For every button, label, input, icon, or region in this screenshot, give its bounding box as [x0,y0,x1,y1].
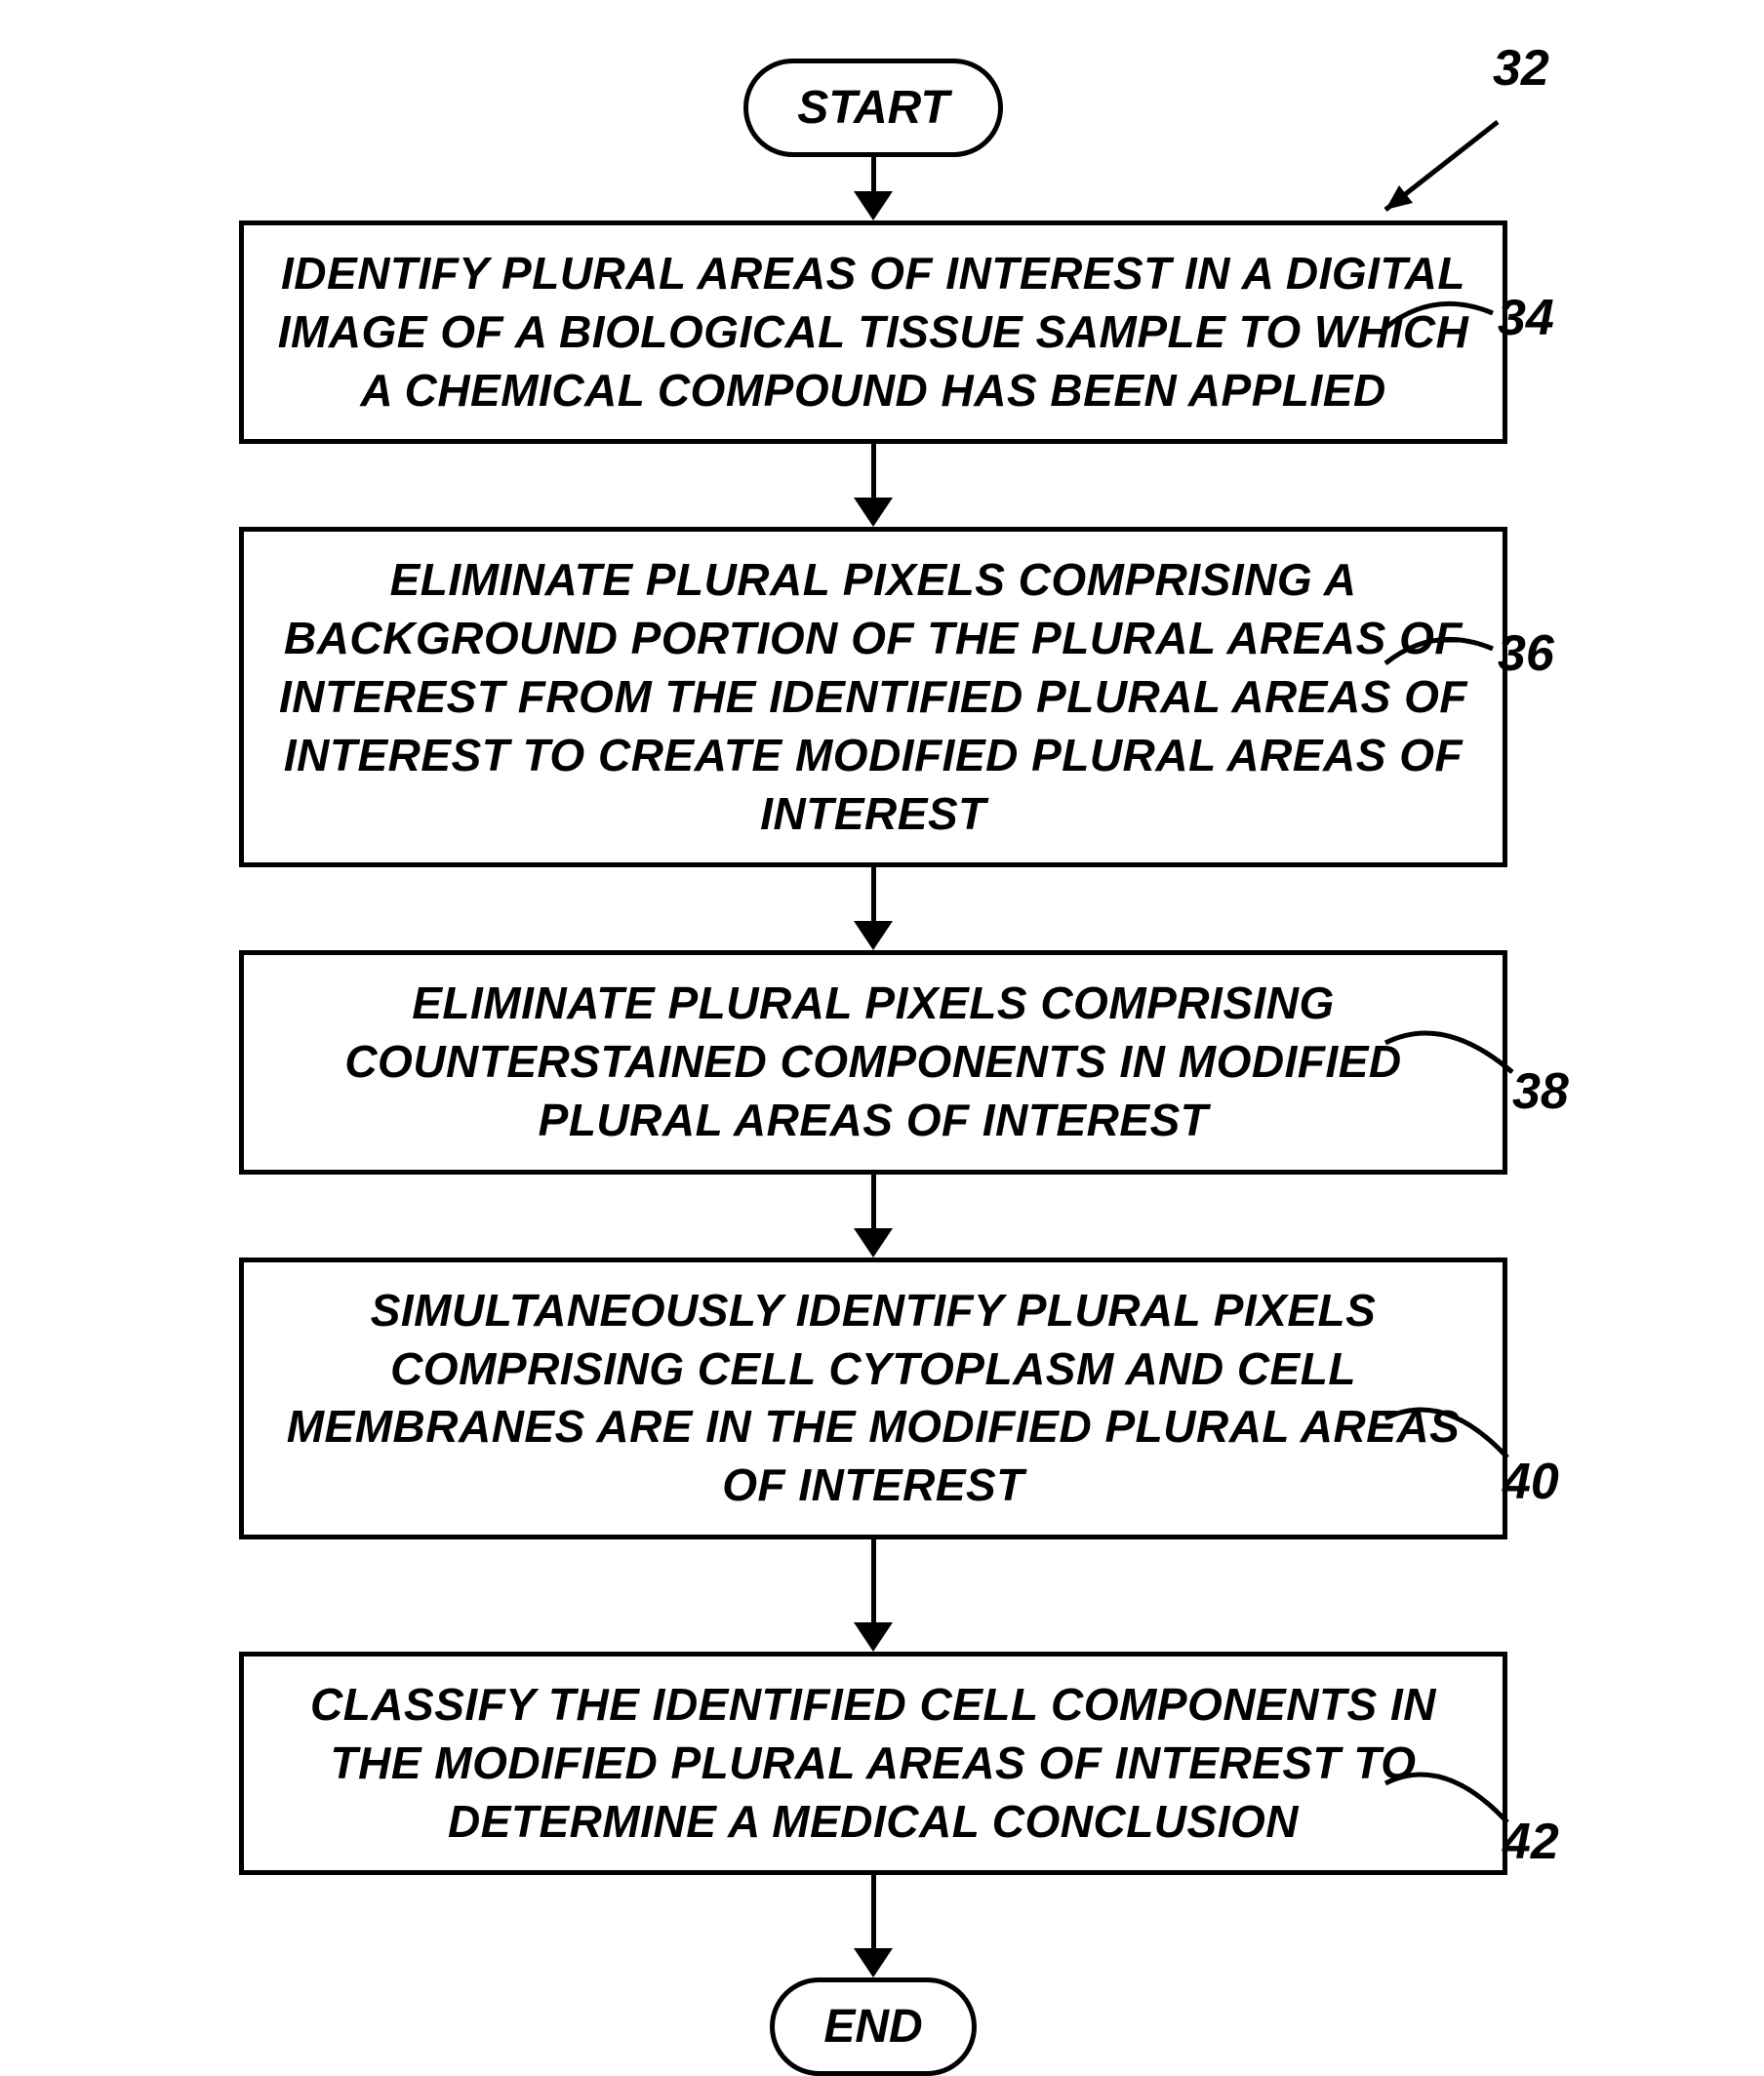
process-38: ELIMINATE PLURAL PIXELS COMPRISING COUNT… [239,950,1507,1174]
arrow-line [871,1175,876,1228]
leader-34 [1385,289,1512,367]
arrow-head [854,1228,893,1258]
leader-38 [1385,1018,1532,1106]
arrow-line [871,1539,876,1622]
arrow-line [871,157,876,191]
end-terminal: END [770,1977,976,2076]
process-34: IDENTIFY PLURAL AREAS OF INTEREST IN A D… [239,220,1507,444]
process-40: SIMULTANEOUSLY IDENTIFY PLURAL PIXELS CO… [239,1258,1507,1539]
flowchart-container: 32 START IDENTIFY PLURAL AREAS OF INTERE… [117,59,1629,2076]
label-42: 42 [1503,1813,1559,1871]
row-40: SIMULTANEOUSLY IDENTIFY PLURAL PIXELS CO… [117,1258,1629,1539]
row-34: IDENTIFY PLURAL AREAS OF INTEREST IN A D… [117,220,1629,444]
label-38: 38 [1512,1062,1569,1121]
arrow-head [854,1948,893,1977]
label-36: 36 [1498,624,1554,683]
row-42: CLASSIFY THE IDENTIFIED CELL COMPONENTS … [117,1652,1629,1875]
arrow-line [871,1875,876,1948]
row-start: START [117,59,1629,157]
row-end: END [117,1977,1629,2076]
process-42: CLASSIFY THE IDENTIFIED CELL COMPONENTS … [239,1652,1507,1875]
row-36: ELIMINATE PLURAL PIXELS COMPRISING A BAC… [117,527,1629,867]
start-terminal: START [743,59,1003,157]
label-34: 34 [1498,289,1554,347]
row-38: ELIMINATE PLURAL PIXELS COMPRISING COUNT… [117,950,1629,1174]
leader-36 [1385,624,1512,702]
arrow-head [854,191,893,220]
arrow-head [854,921,893,950]
label-40: 40 [1503,1453,1559,1511]
arrow-line [871,867,876,921]
process-36: ELIMINATE PLURAL PIXELS COMPRISING A BAC… [239,527,1507,867]
arrow-head [854,498,893,527]
arrow-head [854,1622,893,1652]
arrow-line [871,444,876,498]
